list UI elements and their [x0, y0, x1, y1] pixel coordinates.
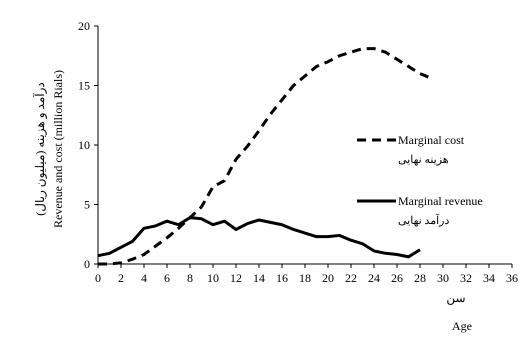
x-tick-label: 6: [164, 271, 170, 285]
x-tick-label: 16: [276, 271, 288, 285]
legend-label-marginal-revenue: Marginal revenue: [398, 194, 483, 208]
x-tick-label: 34: [483, 271, 495, 285]
x-tick-label: 36: [506, 271, 518, 285]
legend-label-marginal-cost-persian: هزینه نهایی: [398, 154, 449, 166]
y-tick-label: 5: [84, 198, 90, 212]
x-tick-label: 8: [187, 271, 193, 285]
series-line-marginal-revenue: [97, 216, 421, 259]
x-tick-label: 28: [414, 271, 426, 285]
x-axis-title-persian: سن: [446, 291, 465, 305]
x-tick-label: 26: [391, 271, 403, 285]
y-axis-title-persian: درآمد و هزینه (میلیون ریال): [32, 82, 47, 216]
x-tick-label: 32: [460, 271, 472, 285]
x-tick-label: 22: [345, 271, 357, 285]
x-tick-label: 10: [207, 271, 219, 285]
series-line-marginal-cost: [98, 47, 433, 266]
x-tick-label: 2: [118, 271, 124, 285]
x-tick-label: 24: [368, 271, 380, 285]
ticks: 0 2 4 6 8 10 12 14 16 18 20 22 24 26 28 30 32 34 360510152…: [78, 19, 518, 285]
series-layer: [97, 47, 433, 266]
legend-label-marginal-cost: Marginal cost: [398, 133, 465, 147]
x-tick-label: 4: [141, 271, 147, 285]
x-tick-label: 0: [95, 271, 101, 285]
y-tick-label: 0: [84, 257, 90, 271]
x-tick-label: 30: [437, 271, 449, 285]
x-tick-label: 20: [322, 271, 334, 285]
y-tick-label: 10: [78, 138, 90, 152]
legend: Marginal cost هزینه نهایی Marginal reven…: [357, 133, 483, 227]
x-tick-label: 18: [299, 271, 311, 285]
y-tick-label: 15: [78, 79, 90, 93]
x-tick-label: 12: [230, 271, 242, 285]
y-axis-title: Revenue and cost (million Rials): [51, 70, 65, 228]
x-tick-label: 14: [253, 271, 265, 285]
legend-label-marginal-revenue-persian: درآمد نهایی: [398, 214, 449, 227]
y-tick-label: 20: [78, 19, 90, 33]
x-axis-title: Age: [452, 319, 472, 333]
